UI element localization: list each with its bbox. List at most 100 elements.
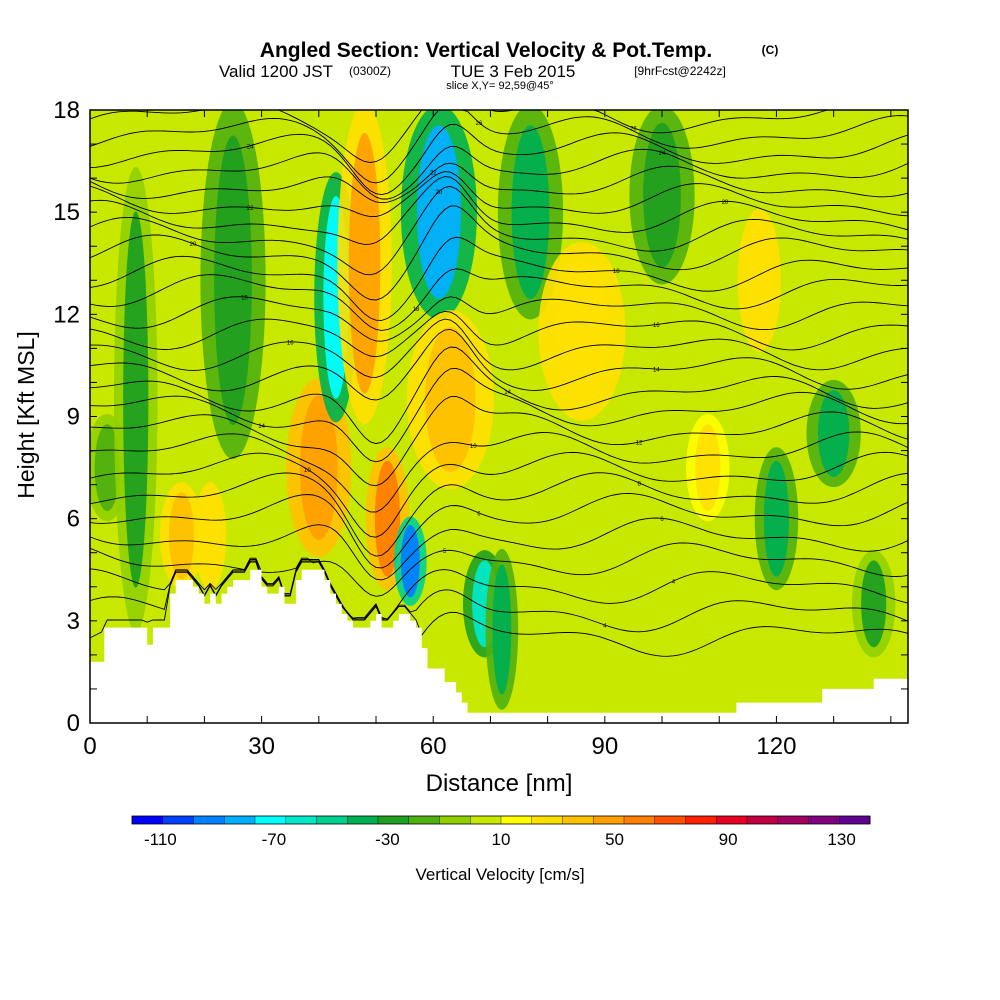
contour-label: 10 <box>304 468 311 474</box>
theta-contour <box>90 110 908 163</box>
chart-subtitle: Valid 1200 JST (0300Z) TUE 3 Feb 2015 [9… <box>219 62 726 81</box>
velocity-column <box>806 379 861 488</box>
colorbar-swatch <box>808 816 840 824</box>
contour-label: 22 <box>430 170 437 176</box>
colorbar-swatch <box>316 816 348 824</box>
colorbar-swatch <box>777 816 809 824</box>
contour-label: 18 <box>613 269 620 275</box>
colorbar-swatch <box>685 816 717 824</box>
colorbar-swatch <box>347 816 379 824</box>
contour-label: 6 <box>660 517 664 523</box>
colorbar-swatch <box>501 816 533 824</box>
contour-label: 14 <box>504 390 511 396</box>
theta-contour <box>90 431 908 513</box>
colorbar-swatch <box>716 816 748 824</box>
colorbar-tick-label: 90 <box>719 830 738 849</box>
x-tick-label: 90 <box>591 733 618 760</box>
theta-contour <box>90 517 908 581</box>
colorbar-tick-label: -70 <box>262 830 287 849</box>
velocity-column <box>629 110 695 285</box>
x-axis: 0 30 60 90 120 <box>83 110 892 760</box>
colorbar-tick-label: 10 <box>492 830 511 849</box>
theta-contour <box>90 110 908 184</box>
subtitle-zulu: (0300Z) <box>349 64 391 78</box>
theta-contour <box>90 328 908 401</box>
colorbar-swatch <box>470 816 502 824</box>
velocity-column <box>485 548 519 710</box>
contour-label: 18 <box>413 307 420 313</box>
chart-title-unit: (C) <box>762 43 779 57</box>
colorbar-swatch <box>593 816 625 824</box>
theta-contour <box>90 542 908 597</box>
velocity-column <box>497 110 564 320</box>
colorbar-tick-label: 130 <box>827 830 855 849</box>
velocity-column <box>193 482 227 590</box>
contour-label: 20 <box>722 200 729 206</box>
theta-contour <box>90 346 908 445</box>
velocity-column <box>159 482 204 590</box>
velocity-column <box>406 310 494 489</box>
terrain-mask <box>90 569 908 723</box>
colorbar-tick-label: -30 <box>375 830 400 849</box>
colorbar-swatch <box>439 816 471 824</box>
theta-contour <box>90 561 908 657</box>
colorbar-tick-label: -110 <box>144 830 177 849</box>
theta-contour <box>90 396 908 487</box>
theta-contour <box>90 268 908 331</box>
colorbar-label: Vertical Velocity [cm/s] <box>415 865 584 884</box>
contour-label: 8 <box>637 481 641 487</box>
y-tick-label: 6 <box>67 506 80 533</box>
contour-label: 18 <box>241 295 248 301</box>
velocity-column <box>754 447 799 591</box>
contour-label: 26 <box>476 121 483 127</box>
contour-label: 5 <box>443 549 447 555</box>
theta-contour <box>90 162 908 204</box>
y-tick-label: 0 <box>67 710 80 737</box>
theta-contour <box>90 318 908 378</box>
colorbar-tick-label: 50 <box>605 830 624 849</box>
contour-label: 4 <box>672 580 676 586</box>
colorbar-swatch <box>562 816 594 824</box>
colorbar-swatch <box>378 816 410 824</box>
contour-label: 26 <box>630 126 637 132</box>
colorbar-swatch <box>224 816 256 824</box>
y-tick-label: 15 <box>53 199 80 226</box>
velocity-column <box>686 413 730 522</box>
theta-contour <box>90 367 908 463</box>
x-tick-label: 0 <box>83 733 96 760</box>
theta-contour <box>90 124 908 196</box>
contour-label: 24 <box>247 144 254 150</box>
velocity-column <box>394 516 427 606</box>
chart-title: Angled Section: Vertical Velocity & Pot.… <box>260 39 712 62</box>
colorbar-swatch <box>162 816 194 824</box>
subtitle-valid: Valid 1200 JST <box>219 62 333 81</box>
colorbar-swatch <box>285 816 317 824</box>
contour-label: 4 <box>603 624 607 630</box>
y-tick-label: 3 <box>67 608 80 635</box>
velocity-column <box>851 550 896 658</box>
contour-label: 14 <box>653 368 660 374</box>
slice-label: slice X,Y= 92,59@45° <box>446 80 554 92</box>
colorbar-swatch <box>654 816 686 824</box>
colorbar-swatch <box>132 816 164 824</box>
velocity-column <box>200 110 266 460</box>
colorbar-swatch <box>531 816 563 824</box>
subtitle-forecast: [9hrFcst@2242z] <box>634 64 726 78</box>
theta-contour <box>90 451 908 538</box>
velocity-column <box>400 110 477 320</box>
y-tick-label: 12 <box>53 301 80 328</box>
contour-label: 12 <box>636 441 643 447</box>
theta-contour <box>90 559 908 620</box>
subtitle-date: TUE 3 Feb 2015 <box>451 62 576 81</box>
plot-area: 4 4 5 6 6 8 10 10 12 14 14 14 16 16 18 18 18 20 20 20 22 22 24… <box>90 110 908 723</box>
x-tick-label: 60 <box>420 733 447 760</box>
velocity-column <box>737 208 782 352</box>
colorbar: -110 -70 -30 10 50 90 130 <box>131 815 871 849</box>
x-axis-label: Distance [nm] <box>426 770 573 797</box>
contour-label: 10 <box>470 444 477 450</box>
theta-contour <box>90 310 908 358</box>
y-tick-label: 9 <box>67 404 80 431</box>
contour-label: 6 <box>477 511 481 517</box>
contour-label: 20 <box>190 242 197 248</box>
